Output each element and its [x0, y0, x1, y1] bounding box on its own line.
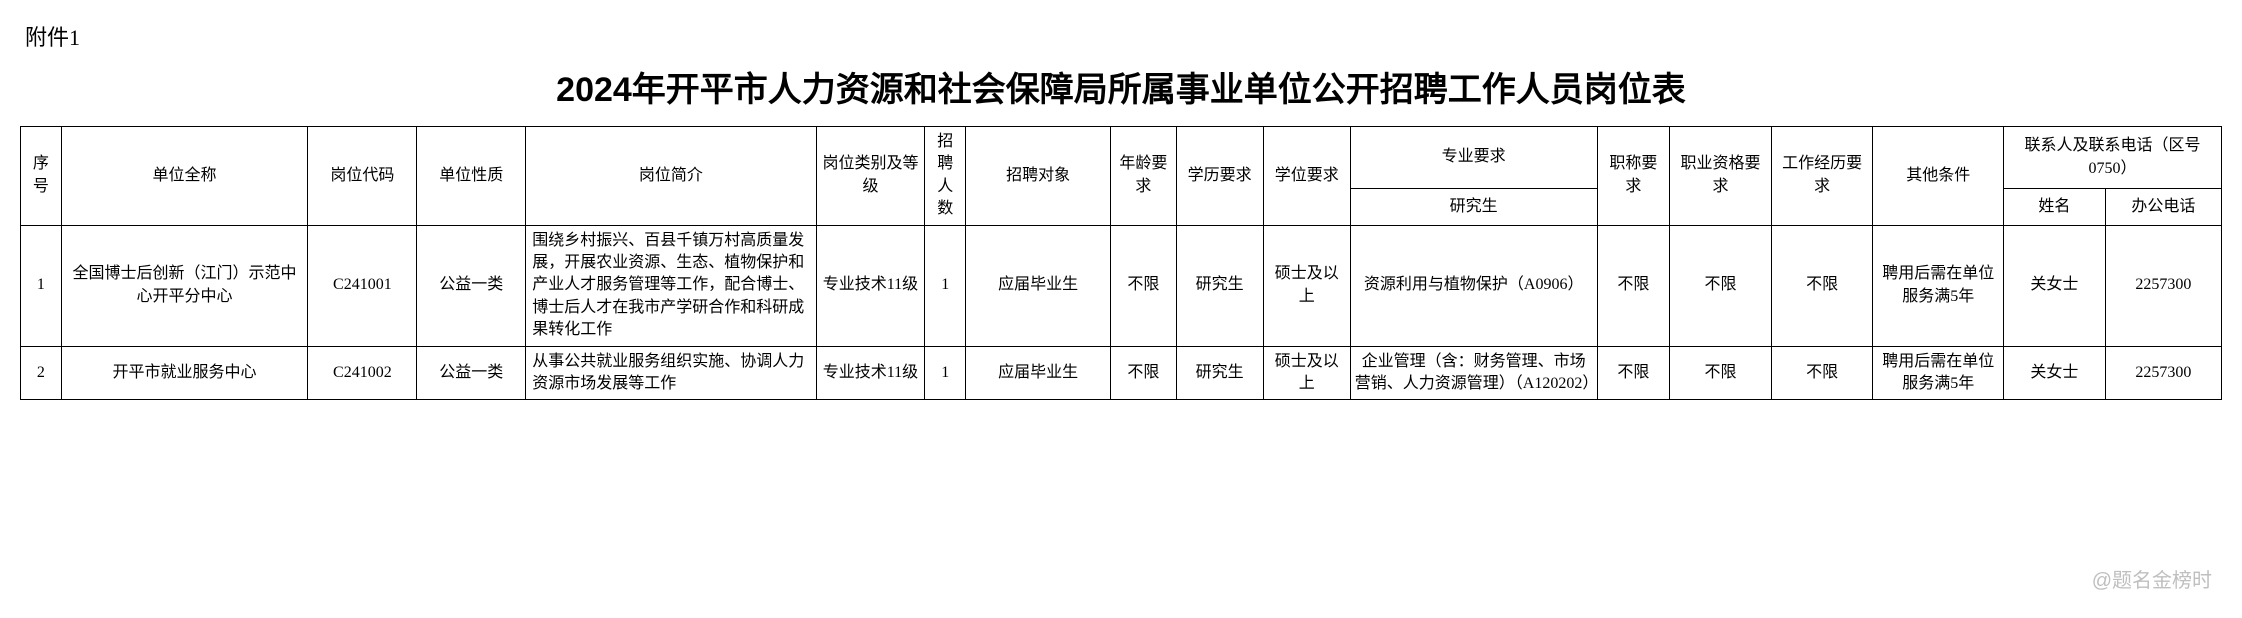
th-count: 招聘人数 [925, 127, 966, 226]
cell-title-req: 不限 [1597, 346, 1670, 400]
th-nature: 单位性质 [417, 127, 526, 226]
attachment-label: 附件1 [25, 20, 2222, 52]
cell-count: 1 [925, 346, 966, 400]
cell-intro: 围绕乡村振兴、百县千镇万村高质量发展，开展农业资源、生态、植物保护和产业人才服务… [526, 225, 816, 346]
cell-degree: 硕士及以上 [1263, 346, 1350, 400]
cell-title-req: 不限 [1597, 225, 1670, 346]
th-unit: 单位全称 [61, 127, 308, 226]
cell-levelcat: 专业技术11级 [816, 346, 925, 400]
th-age: 年龄要求 [1111, 127, 1176, 226]
cell-major: 企业管理（含：财务管理、市场营销、人力资源管理）（A120202） [1350, 346, 1597, 400]
positions-table: 序号 单位全称 岗位代码 单位性质 岗位简介 岗位类别及等级 招聘人数 招聘对象… [20, 126, 2222, 400]
th-contact-group: 联系人及联系电话（区号0750） [2004, 127, 2222, 189]
th-major-group: 专业要求 [1350, 127, 1597, 189]
cell-contact-phone: 2257300 [2105, 346, 2221, 400]
cell-contact-name: 关女士 [2004, 346, 2106, 400]
cell-unit: 全国博士后创新（江门）示范中心开平分中心 [61, 225, 308, 346]
cell-other: 聘用后需在单位服务满5年 [1873, 346, 2004, 400]
cell-target: 应届毕业生 [966, 225, 1111, 346]
cell-age: 不限 [1111, 225, 1176, 346]
table-row: 1 全国博士后创新（江门）示范中心开平分中心 C241001 公益一类 围绕乡村… [21, 225, 2222, 346]
cell-code: C241002 [308, 346, 417, 400]
th-contact-phone: 办公电话 [2105, 189, 2221, 225]
table-row: 2 开平市就业服务中心 C241002 公益一类 从事公共就业服务组织实施、协调… [21, 346, 2222, 400]
cell-code: C241001 [308, 225, 417, 346]
cell-exp: 不限 [1771, 225, 1873, 346]
cell-age: 不限 [1111, 346, 1176, 400]
cell-other: 聘用后需在单位服务满5年 [1873, 225, 2004, 346]
th-degree: 学位要求 [1263, 127, 1350, 226]
cell-edu: 研究生 [1176, 346, 1263, 400]
cell-count: 1 [925, 225, 966, 346]
cell-exp: 不限 [1771, 346, 1873, 400]
cell-contact-name: 关女士 [2004, 225, 2106, 346]
cell-qual: 不限 [1670, 225, 1772, 346]
header-row-1: 序号 单位全称 岗位代码 单位性质 岗位简介 岗位类别及等级 招聘人数 招聘对象… [21, 127, 2222, 189]
th-exp: 工作经历要求 [1771, 127, 1873, 226]
cell-nature: 公益一类 [417, 346, 526, 400]
cell-qual: 不限 [1670, 346, 1772, 400]
th-major-sub: 研究生 [1350, 189, 1597, 225]
cell-contact-phone: 2257300 [2105, 225, 2221, 346]
cell-seq: 1 [21, 225, 62, 346]
th-edu: 学历要求 [1176, 127, 1263, 226]
th-qual: 职业资格要求 [1670, 127, 1772, 226]
cell-unit: 开平市就业服务中心 [61, 346, 308, 400]
th-seq: 序号 [21, 127, 62, 226]
cell-intro: 从事公共就业服务组织实施、协调人力资源市场发展等工作 [526, 346, 816, 400]
cell-levelcat: 专业技术11级 [816, 225, 925, 346]
cell-nature: 公益一类 [417, 225, 526, 346]
th-title-req: 职称要求 [1597, 127, 1670, 226]
th-contact-name: 姓名 [2004, 189, 2106, 225]
cell-major: 资源利用与植物保护（A0906） [1350, 225, 1597, 346]
th-intro: 岗位简介 [526, 127, 816, 226]
cell-target: 应届毕业生 [966, 346, 1111, 400]
page-title: 2024年开平市人力资源和社会保障局所属事业单位公开招聘工作人员岗位表 [20, 62, 2222, 111]
cell-seq: 2 [21, 346, 62, 400]
cell-edu: 研究生 [1176, 225, 1263, 346]
watermark: @题名金榜时 [2092, 564, 2212, 593]
th-other: 其他条件 [1873, 127, 2004, 226]
cell-degree: 硕士及以上 [1263, 225, 1350, 346]
th-target: 招聘对象 [966, 127, 1111, 226]
th-levelcat: 岗位类别及等级 [816, 127, 925, 226]
th-code: 岗位代码 [308, 127, 417, 226]
